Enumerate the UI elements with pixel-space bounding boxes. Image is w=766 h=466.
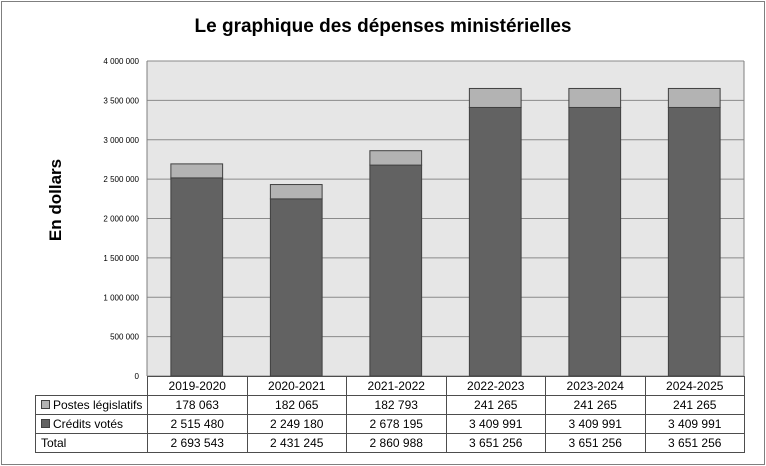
data-label-total: 3 651 256 — [644, 433, 745, 453]
bar-postes-legislatifs — [568, 87, 622, 108]
data-label-total: 2 693 543 — [147, 433, 248, 453]
y-tick-label: 3 000 000 — [103, 136, 139, 145]
table-row-credits-votes: Crédits votés 2 515 480 2 249 180 2 678 19… — [35, 414, 745, 434]
bar-postes-legislatifs — [468, 87, 522, 108]
data-table: 2019-2020 2020-2021 2021-2022 2022-2023 2023… — [35, 376, 745, 453]
data-label-postes-legislatifs: 241 265 — [445, 395, 546, 415]
legend-swatch-credits-votes — [41, 419, 50, 428]
bar-credits-votes — [468, 106, 522, 377]
data-label-postes-legislatifs: 178 063 — [147, 395, 248, 415]
y-tick-label: 3 500 000 — [103, 96, 139, 105]
category-label: 2023-2024 — [545, 376, 646, 396]
data-label-credits-votes: 2 678 195 — [346, 414, 447, 434]
bar-credits-votes — [170, 177, 224, 377]
data-label-postes-legislatifs: 241 265 — [644, 395, 745, 415]
data-label-total: 2 431 245 — [246, 433, 347, 453]
y-tick-label: 2 500 000 — [103, 175, 139, 184]
total-label: Total — [35, 433, 148, 453]
data-label-total: 3 651 256 — [445, 433, 546, 453]
table-row-total: Total 2 693 543 2 431 245 2 860 988 3 651 2… — [35, 433, 745, 453]
data-label-postes-legislatifs: 182 793 — [346, 395, 447, 415]
bar-postes-legislatifs — [269, 184, 323, 200]
y-tick-label: 500 000 — [110, 333, 139, 342]
y-tick-label: 4 000 000 — [103, 57, 139, 66]
bar-credits-votes — [369, 164, 423, 377]
y-tick-label: 1 500 000 — [103, 254, 139, 263]
bar-credits-votes — [269, 198, 323, 377]
data-label-postes-legislatifs: 182 065 — [246, 395, 347, 415]
data-label-credits-votes: 3 409 991 — [644, 414, 745, 434]
data-label-postes-legislatifs: 241 265 — [545, 395, 646, 415]
data-label-total: 3 651 256 — [545, 433, 646, 453]
bar-credits-votes — [667, 106, 721, 377]
bars — [170, 87, 721, 377]
category-label: 2021-2022 — [346, 376, 447, 396]
bar-postes-legislatifs — [369, 150, 423, 166]
category-label: 2022-2023 — [445, 376, 546, 396]
bar-postes-legislatifs — [667, 87, 721, 108]
y-tick-label: 2 000 000 — [103, 215, 139, 224]
series-name-credits-votes: Crédits votés — [53, 417, 124, 431]
category-row: 2019-2020 2020-2021 2021-2022 2022-2023 2023… — [35, 376, 745, 396]
data-label-credits-votes: 3 409 991 — [445, 414, 546, 434]
y-tick-label: 1 000 000 — [103, 293, 139, 302]
data-label-credits-votes: 3 409 991 — [545, 414, 646, 434]
table-row-postes-legislatifs: Postes législatifs 178 063 182 065 182 793… — [35, 395, 745, 415]
category-label: 2020-2021 — [246, 376, 347, 396]
category-label: 2019-2020 — [147, 376, 248, 396]
data-label-total: 2 860 988 — [346, 433, 447, 453]
bar-credits-votes — [568, 106, 622, 377]
chart-title: Le graphique des dépenses ministérielles — [194, 16, 572, 37]
series-name-postes-legislatifs: Postes législatifs — [53, 398, 143, 412]
data-label-credits-votes: 2 515 480 — [147, 414, 248, 434]
data-label-credits-votes: 2 249 180 — [246, 414, 347, 434]
legend-swatch-postes-legislatifs — [41, 400, 50, 409]
bar-postes-legislatifs — [170, 163, 224, 179]
table-corner — [35, 376, 148, 396]
category-label: 2024-2025 — [644, 376, 745, 396]
